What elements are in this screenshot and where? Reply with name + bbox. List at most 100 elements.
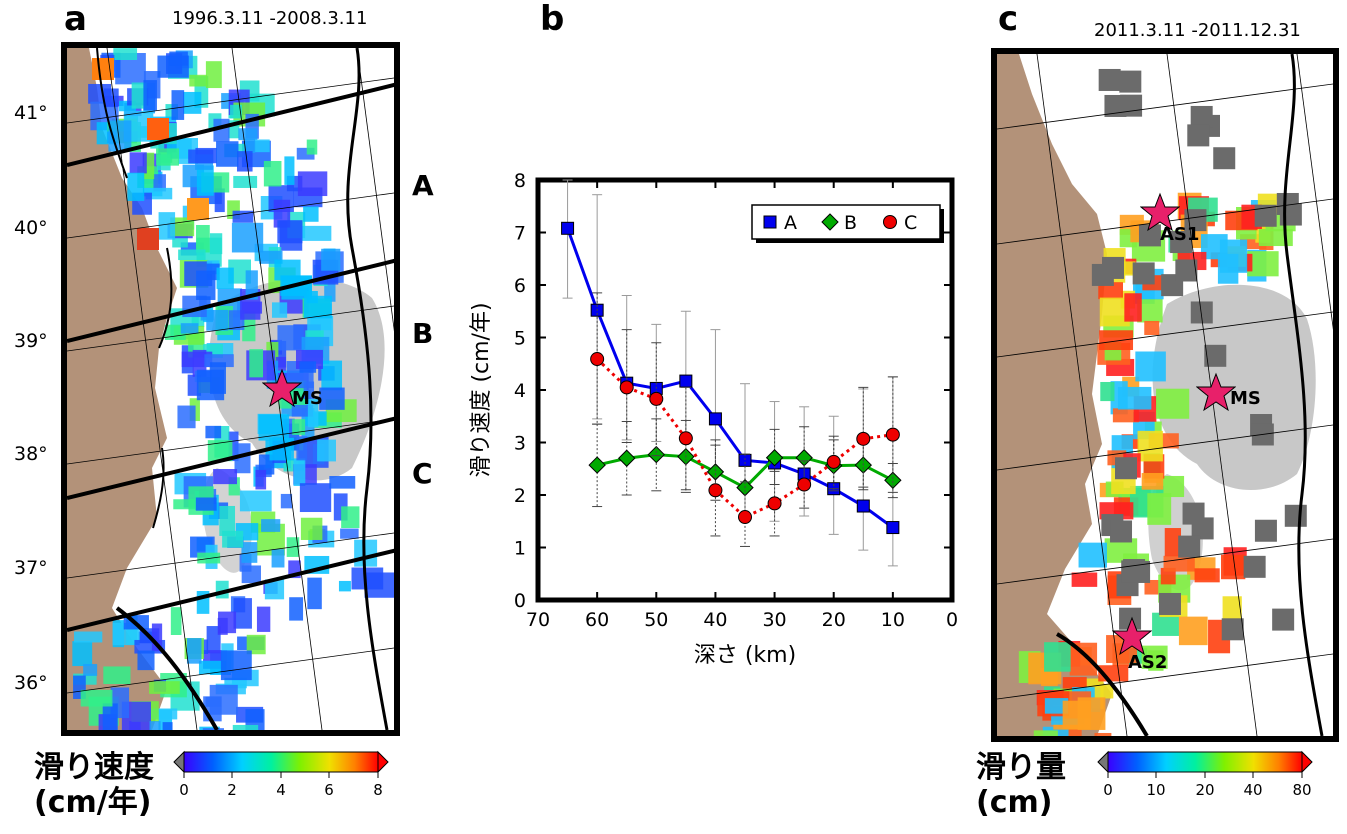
slip-cell <box>306 139 318 155</box>
slip-cell <box>158 212 176 240</box>
coseismic-cell-grey <box>1187 124 1210 147</box>
slip-cell <box>72 641 93 667</box>
legend-label-B: B <box>844 212 857 234</box>
slip-cell <box>249 349 264 378</box>
region-label-A: A <box>412 169 434 202</box>
data-point <box>649 391 664 406</box>
slip-cell <box>307 577 322 610</box>
coseismic-cell <box>1144 320 1160 336</box>
slip-cell <box>258 414 290 441</box>
slip-cell <box>180 323 199 334</box>
plate-boundary <box>115 606 219 730</box>
coseismic-cell-grey <box>1115 457 1138 480</box>
slip-cell <box>213 469 238 485</box>
coseismic-cell <box>1217 253 1239 284</box>
colorbar-c-tick-10: 10 <box>1146 781 1165 799</box>
coseismic-cell <box>1178 616 1208 646</box>
coseismic-cell <box>1135 351 1166 382</box>
slip-cell <box>188 149 214 164</box>
slip-cell <box>183 91 202 114</box>
slip-cell <box>214 188 225 213</box>
data-point <box>590 352 605 367</box>
colorbar-c-tick-0: 0 <box>1103 781 1113 799</box>
slip-cell <box>245 270 258 300</box>
slip-cell <box>103 88 119 108</box>
y-tick-label: 1 <box>514 538 526 560</box>
panel-b-label: b <box>540 0 565 39</box>
y-tick-label: 3 <box>514 433 526 455</box>
colorbar-a-tick-8: 8 <box>373 781 383 799</box>
slip-cell <box>205 425 222 439</box>
coseismic-cell-grey <box>1091 263 1114 286</box>
coseismic-cell-grey <box>1190 105 1213 128</box>
legend-label-A: A <box>784 212 797 234</box>
coseismic-cell-grey <box>1182 502 1205 525</box>
coseismic-cell <box>1160 567 1176 585</box>
slip-cell <box>300 225 332 241</box>
as1-label: AS1 <box>1160 224 1200 245</box>
slip-cell <box>303 381 315 399</box>
slip-cell <box>171 90 185 120</box>
slip-cell <box>289 597 304 621</box>
slip-cell <box>255 469 267 490</box>
coseismic-cell-grey <box>1284 504 1307 527</box>
colorbar-c: 0 10 20 40 80 <box>1097 750 1313 799</box>
slip-cell <box>232 724 259 730</box>
slip-cell <box>263 160 282 187</box>
coseismic-cell-grey <box>1221 618 1244 641</box>
slip-cell <box>170 607 182 636</box>
slip-cell <box>178 249 206 261</box>
coseismic-cell-grey <box>1175 259 1198 282</box>
slip-cell <box>351 567 384 590</box>
coseismic-cell <box>1044 698 1069 714</box>
coseismic-cell <box>1137 430 1163 462</box>
slip-cell <box>189 74 208 87</box>
slip-cell <box>292 419 306 435</box>
slip-cell <box>102 703 118 730</box>
coseismic-cell <box>1258 229 1293 247</box>
lat-tick-39: 39° <box>14 330 48 352</box>
slip-cell <box>216 141 239 167</box>
coseismic-cell-grey <box>1272 608 1295 631</box>
y-tick-label: 7 <box>514 223 526 245</box>
data-point <box>619 380 634 395</box>
coastline <box>96 48 173 529</box>
data-point <box>821 213 839 231</box>
lat-tick-labels: 41° 40° 39° 38° 37° 36° <box>14 102 64 722</box>
panel-c-label: c <box>998 0 1019 39</box>
x-tick-label: 70 <box>526 609 550 631</box>
colorbar-c-tick-80: 80 <box>1292 781 1311 799</box>
coseismic-cell <box>1098 282 1123 300</box>
slip-cell <box>222 530 244 548</box>
slip-cell-high <box>137 228 159 250</box>
slip-cell <box>321 248 341 271</box>
slip-cell <box>277 325 304 351</box>
slip-cell <box>245 709 265 730</box>
coseismic-cell-grey <box>1170 231 1193 254</box>
coseismic-cell <box>1156 388 1190 419</box>
coseismic-cell <box>1124 293 1142 322</box>
lat-tick-38: 38° <box>14 443 48 465</box>
slip-cell <box>239 554 252 572</box>
slip-cell <box>196 224 210 253</box>
slip-cell <box>271 302 288 318</box>
data-point <box>561 221 575 235</box>
coseismic-cell <box>1100 381 1115 402</box>
lat-tick-37: 37° <box>14 557 48 579</box>
data-point <box>795 449 813 467</box>
panel-a-label: a <box>64 0 87 39</box>
slip-cell <box>299 361 317 373</box>
colorbar-a: 0 2 4 6 8 <box>173 750 389 799</box>
slip-cell <box>162 722 173 730</box>
coseismic-cell <box>1164 528 1182 557</box>
slip-cell <box>241 542 258 563</box>
colorbar-c-tick-40: 40 <box>1243 781 1262 799</box>
data-point <box>588 456 606 474</box>
chart-series <box>561 179 902 567</box>
section-lines <box>67 82 394 632</box>
x-tick-label: 20 <box>822 609 846 631</box>
colorbar-c-title-line2: (cm) <box>976 785 1053 821</box>
slip-cells <box>72 48 394 730</box>
coseismic-cell <box>1141 472 1164 490</box>
slip-cell <box>234 443 251 474</box>
